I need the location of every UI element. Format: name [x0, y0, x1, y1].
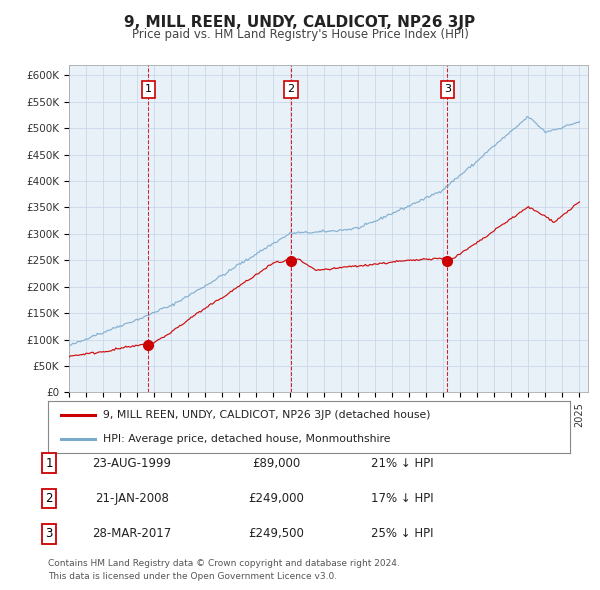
Text: 9, MILL REEN, UNDY, CALDICOT, NP26 3JP (detached house): 9, MILL REEN, UNDY, CALDICOT, NP26 3JP (… — [103, 410, 430, 420]
Text: 23-AUG-1999: 23-AUG-1999 — [92, 457, 172, 470]
Text: 21% ↓ HPI: 21% ↓ HPI — [371, 457, 433, 470]
Text: £89,000: £89,000 — [252, 457, 300, 470]
Text: 2: 2 — [46, 492, 53, 505]
Text: Contains HM Land Registry data © Crown copyright and database right 2024.: Contains HM Land Registry data © Crown c… — [48, 559, 400, 568]
Text: 2: 2 — [287, 84, 295, 94]
Text: This data is licensed under the Open Government Licence v3.0.: This data is licensed under the Open Gov… — [48, 572, 337, 581]
Text: HPI: Average price, detached house, Monmouthshire: HPI: Average price, detached house, Monm… — [103, 434, 391, 444]
Text: 9, MILL REEN, UNDY, CALDICOT, NP26 3JP: 9, MILL REEN, UNDY, CALDICOT, NP26 3JP — [124, 15, 476, 30]
Text: Price paid vs. HM Land Registry's House Price Index (HPI): Price paid vs. HM Land Registry's House … — [131, 28, 469, 41]
Text: 1: 1 — [145, 84, 152, 94]
Text: 25% ↓ HPI: 25% ↓ HPI — [371, 527, 433, 540]
Text: 28-MAR-2017: 28-MAR-2017 — [92, 527, 172, 540]
Text: 3: 3 — [46, 527, 53, 540]
Text: 3: 3 — [444, 84, 451, 94]
Text: 21-JAN-2008: 21-JAN-2008 — [95, 492, 169, 505]
Text: £249,000: £249,000 — [248, 492, 304, 505]
Text: 17% ↓ HPI: 17% ↓ HPI — [371, 492, 433, 505]
Text: 1: 1 — [46, 457, 53, 470]
Text: £249,500: £249,500 — [248, 527, 304, 540]
